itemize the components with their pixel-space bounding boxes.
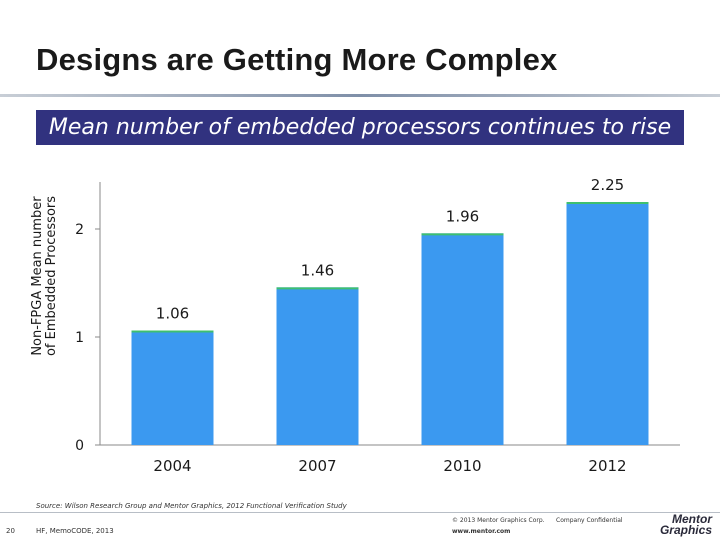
- x-tick-label: 2007: [298, 457, 336, 475]
- footer-divider: [0, 512, 720, 513]
- bar-value-label: 1.46: [301, 261, 334, 279]
- footer-presentation: HF, MemoCODE, 2013: [36, 527, 114, 535]
- footer-confidential: Company Confidential: [556, 517, 623, 524]
- logo-line-1: Mentor: [672, 512, 712, 526]
- slide-title: Designs are Getting More Complex: [36, 42, 558, 77]
- bar-chart: 0 1 2 1.06 2004 1.46 2007 1.96 2010 2.25 2012: [75, 176, 680, 475]
- x-tick-label: 2010: [443, 457, 481, 475]
- bar-value-label: 1.96: [446, 207, 479, 225]
- source-note: Source: Wilson Research Group and Mentor…: [36, 502, 347, 510]
- x-tick-label: 2012: [588, 457, 626, 475]
- bar-value-label: 1.06: [156, 305, 189, 323]
- logo-line-2: Graphics: [659, 523, 712, 537]
- page-number: 20: [6, 527, 15, 535]
- footer-copyright: © 2013 Mentor Graphics Corp.: [452, 517, 545, 524]
- x-tick-label: 2004: [153, 457, 191, 475]
- mentor-graphics-logo: Mentor Graphics: [646, 512, 712, 537]
- bar-value-label: 2.25: [591, 176, 624, 194]
- subtitle-banner: Mean number of embedded processors conti…: [36, 110, 684, 145]
- y-tick-label: 2: [75, 222, 84, 238]
- y-tick-label: 1: [75, 330, 84, 346]
- footer-url: www.mentor.com: [452, 528, 511, 535]
- title-divider: [0, 94, 720, 97]
- bar: [566, 202, 649, 445]
- bar: [276, 287, 359, 445]
- bar: [421, 233, 504, 445]
- bar: [131, 330, 214, 445]
- y-tick-label: 0: [75, 438, 84, 454]
